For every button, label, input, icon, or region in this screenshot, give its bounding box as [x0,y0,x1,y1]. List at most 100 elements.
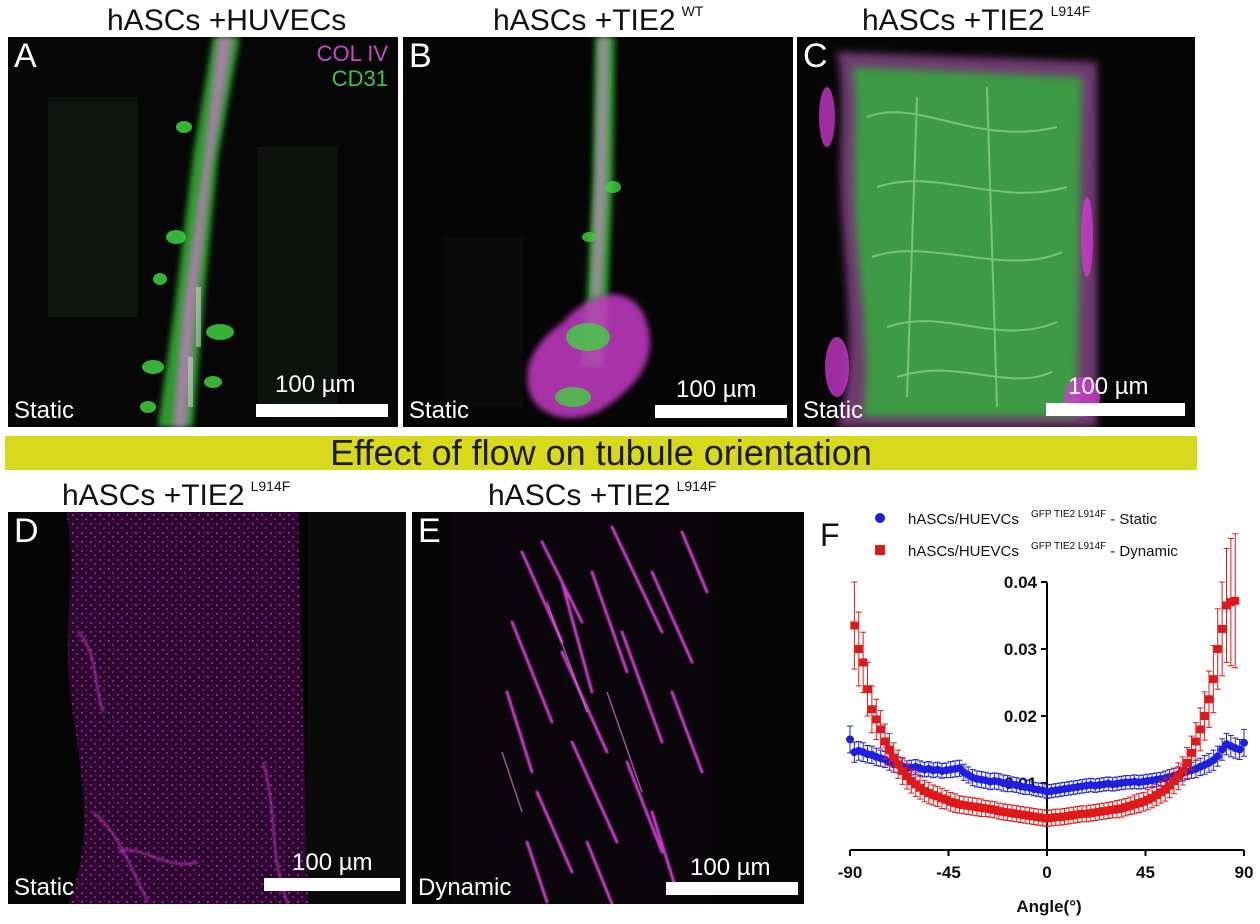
data-point-dynamic [1161,785,1170,794]
data-point-dynamic [863,685,872,694]
data-point-dynamic [1003,808,1012,817]
data-point-dynamic [924,789,933,798]
data-point-dynamic [942,795,951,804]
data-point-dynamic [1012,809,1021,818]
data-point-dynamic [1152,791,1161,800]
panel-d-scalebar-label: 100 µm [292,849,373,876]
section-banner: Effect of flow on tubule orientation [5,432,1197,473]
data-point-dynamic [1064,811,1073,820]
data-point-dynamic [1021,811,1030,820]
panel-e-title-sup: L914F [676,478,717,494]
data-point-static [846,735,854,744]
panel-b-letter: B [409,37,432,75]
micrograph-c-image [797,37,1195,427]
panel-e-title-text: hASCs +TIE2 [488,479,671,512]
data-point-dynamic [964,801,973,810]
data-point-dynamic [986,805,995,814]
data-point-dynamic [872,715,881,724]
data-point-dynamic [1047,813,1056,822]
data-point-dynamic [1156,788,1165,797]
panel-e-title: hASCs +TIE2 L914F [488,478,717,512]
micrograph-panel-c: C 100 µm Static [797,37,1195,427]
data-point-dynamic [1148,793,1157,802]
data-point-dynamic [1165,781,1174,790]
y-tick-label: 0.02 [1004,707,1037,726]
data-point-dynamic [1174,772,1183,781]
data-point-dynamic [907,776,916,785]
panel-a-scalebar [256,404,388,417]
panel-c-scalebar [1046,403,1185,416]
data-point-dynamic [1231,596,1240,605]
data-point-dynamic [1178,766,1187,775]
panel-e-scalebar-label: 100 µm [690,854,771,881]
y-tick-label: 0.03 [1004,640,1037,659]
data-point-dynamic [854,645,863,653]
micrograph-b-image [403,37,793,427]
data-point-dynamic [1043,814,1051,823]
data-point-dynamic [937,794,946,803]
data-point-dynamic [894,760,903,769]
data-point-static [1235,745,1244,754]
data-point-dynamic [1082,809,1091,818]
panel-c-title-text: hASCs +TIE2 [862,4,1045,37]
data-point-dynamic [1086,809,1095,818]
x-tick-label: -90 [838,863,863,882]
micrograph-panel-a: A COL IV CD31 100 µm Static [8,37,398,427]
data-point-dynamic [920,787,929,796]
panel-b-title-sup: WT [681,3,704,19]
data-point-dynamic [1007,809,1016,818]
panel-c-title: hASCs +TIE2 L914F [862,3,1091,37]
panel-d-title-text: hASCs +TIE2 [62,479,245,512]
data-point-dynamic [898,766,907,775]
data-point-dynamic [1051,813,1060,822]
data-point-static [1218,745,1227,754]
data-point-dynamic [1222,601,1231,610]
micrograph-a-image [8,37,398,427]
data-point-dynamic [933,792,942,801]
y-tick-label: 0.04 [1004,573,1038,592]
data-point-dynamic [1204,695,1213,704]
data-point-dynamic [999,807,1008,816]
x-tick-label: -45 [936,863,961,882]
micrograph-d-image [8,512,406,904]
data-point-dynamic [1226,598,1235,607]
data-point-dynamic [1191,737,1200,746]
panel-b-title-text: hASCs +TIE2 [493,4,676,37]
panel-c-scalebar-label: 100 µm [1068,373,1149,400]
section-banner-text: Effect of flow on tubule orientation [330,432,872,473]
data-point-dynamic [1034,813,1043,822]
data-point-dynamic [1196,725,1205,734]
panel-a-title-text: hASCs +HUVECs [107,4,347,37]
data-point-dynamic [977,803,986,812]
panel-e-scalebar [666,882,798,895]
panel-e-letter: E [418,512,441,550]
data-point-dynamic [994,807,1003,816]
data-point-dynamic [1069,811,1078,820]
panel-c-title-sup: L914F [1050,3,1091,19]
data-point-dynamic [981,804,990,813]
data-point-dynamic [1078,809,1087,818]
col4-label: COL IV [316,41,388,66]
data-point-dynamic [1213,645,1222,653]
data-point-dynamic [911,780,920,789]
panel-a-title: hASCs +HUVECs [107,6,346,36]
data-point-dynamic [885,745,894,754]
panel-d-condition: Static [14,874,75,901]
data-point-dynamic [1016,810,1025,819]
micrograph-panel-d: D 100 µm Static [8,512,406,904]
panel-c-letter: C [803,37,828,75]
channel-legend: COL IV CD31 [317,41,388,92]
data-point-static [1213,752,1222,761]
panel-d-letter: D [14,512,39,550]
data-point-dynamic [876,725,885,734]
data-point-dynamic [1038,813,1047,822]
data-point-dynamic [867,705,876,714]
panel-f-letter: F [820,517,840,553]
data-point-dynamic [1073,810,1082,819]
data-point-dynamic [1104,806,1113,815]
data-point-dynamic [1218,624,1227,633]
micrograph-e-image [412,512,804,904]
data-point-dynamic [1183,758,1192,767]
